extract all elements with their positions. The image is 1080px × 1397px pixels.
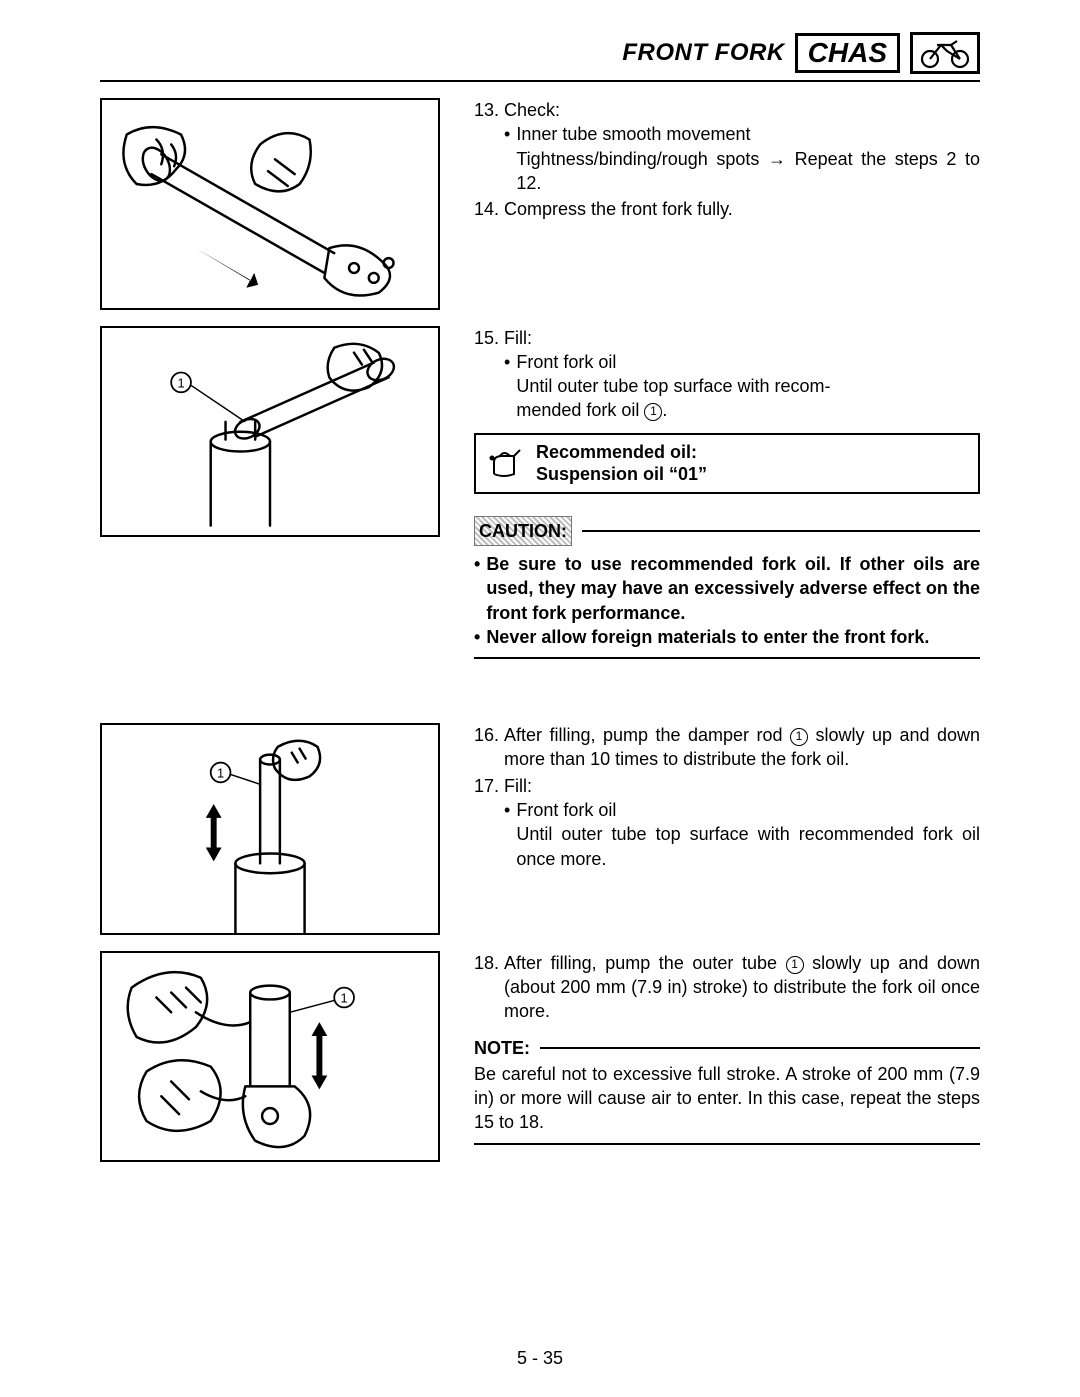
page: FRONT FORK CHAS [0,0,1080,1397]
note-label: NOTE: [474,1036,530,1060]
bullet-icon: • [504,798,516,871]
header-rule [100,80,980,82]
step-14-body: Compress the front fork fully. [504,197,980,221]
textcol-18: 18. After filling, pump the outer tube 1… [474,951,980,1163]
step-13-body: Tightness/binding/rough spots → Repeat t… [516,149,980,193]
textcol-16-17: 16. After filling, pump the damper rod 1… [474,723,980,935]
chas-box: CHAS [795,33,900,74]
note-end-rule [474,1143,980,1145]
step-17-bullet-text: Front fork oil [516,800,616,820]
circled-1-icon: 1 [644,403,662,421]
step-17-head: Fill: [504,774,980,798]
step-number: 18. [474,951,504,1024]
step-number: 14. [474,197,504,221]
step-18: 18. After filling, pump the outer tube 1… [474,951,980,1024]
caution-label: CAUTION: [474,516,572,546]
note-label-row: NOTE: [474,1036,980,1060]
step-number: 16. [474,723,504,772]
step-18-body1: After filling, pump the outer tube [504,953,786,973]
circled-1-icon: 1 [786,956,804,974]
oil-can-icon [486,444,524,482]
svg-text:1: 1 [341,990,348,1005]
bullet-icon: • [504,350,516,423]
textcol-13-14: 13. Check: • Inner tube smooth movement … [474,98,980,310]
spec-line1: Recommended oil: [536,441,707,464]
step-13: 13. Check: • Inner tube smooth movement … [474,98,980,195]
block-16-17: 1 16. After filling, pump the damper rod… [100,723,980,935]
bullet-icon: • [504,122,516,195]
caution-item-1: • Be sure to use recommended fork oil. I… [474,552,980,625]
svg-text:1: 1 [217,766,224,781]
step-15-body3: . [662,400,667,420]
svg-text:1: 1 [177,375,184,390]
step-14: 14. Compress the front fork fully. [474,197,980,221]
bullet-icon: • [474,552,486,625]
circled-1-icon: 1 [790,728,808,746]
textcol-15: 15. Fill: • Front fork oil Until outer t… [474,326,980,660]
bullet-icon: • [474,625,486,649]
note-body: Be careful not to excessive full stroke.… [474,1062,980,1135]
caution-2-text: Never allow foreign materials to enter t… [486,625,980,649]
step-16: 16. After filling, pump the damper rod 1… [474,723,980,772]
illustration-fill-oil: 1 [100,326,440,660]
illustration-pump-damper: 1 [100,723,440,935]
step-number: 15. [474,326,504,423]
block-13-14: 13. Check: • Inner tube smooth movement … [100,98,980,310]
step-number: 17. [474,774,504,871]
step-15-head: Fill: [504,326,980,350]
note-line [540,1047,980,1049]
step-number: 13. [474,98,504,195]
step-15-body2: mended fork oil [516,400,644,420]
step-13-head: Check: [504,98,980,122]
spec-box: Recommended oil: Suspension oil “01” [474,433,980,494]
caution-line [582,530,980,532]
caution-list: • Be sure to use recommended fork oil. I… [474,552,980,649]
block-15: 1 15. Fill: • Front fork oil Until outer… [100,326,980,660]
header-row: FRONT FORK CHAS [100,32,980,74]
caution-label-row: CAUTION: [474,516,980,546]
step-13-bullet: • Inner tube smooth movement Tightness/b… [504,122,980,195]
spec-text: Recommended oil: Suspension oil “01” [536,441,707,486]
illustration-compress-fork [100,98,440,310]
step-16-body1: After filling, pump the damper rod [504,725,790,745]
step-17-body: Until outer tube top surface with recomm… [516,824,980,868]
motorcycle-icon [910,32,980,74]
step-15-bullet: • Front fork oil Until outer tube top su… [504,350,980,423]
step-17-bullet: • Front fork oil Until outer tube top su… [504,798,980,871]
step-15-body1: Until outer tube top surface with recom- [516,376,830,396]
step-13-bullet-text: Inner tube smooth movement [516,124,750,144]
spec-line2: Suspension oil “01” [536,463,707,486]
page-number: 5 - 35 [0,1348,1080,1369]
caution-item-2: • Never allow foreign materials to enter… [474,625,980,649]
illustration-pump-outer-tube: 1 [100,951,440,1163]
step-17: 17. Fill: • Front fork oil Until outer t… [474,774,980,871]
header-title: FRONT FORK [622,39,784,67]
caution-end-rule [474,657,980,659]
block-18: 1 18. After filling, pump the outer tube… [100,951,980,1163]
step-15: 15. Fill: • Front fork oil Until outer t… [474,326,980,423]
step-15-bullet-text: Front fork oil [516,352,616,372]
caution-1-text: Be sure to use recommended fork oil. If … [486,552,980,625]
